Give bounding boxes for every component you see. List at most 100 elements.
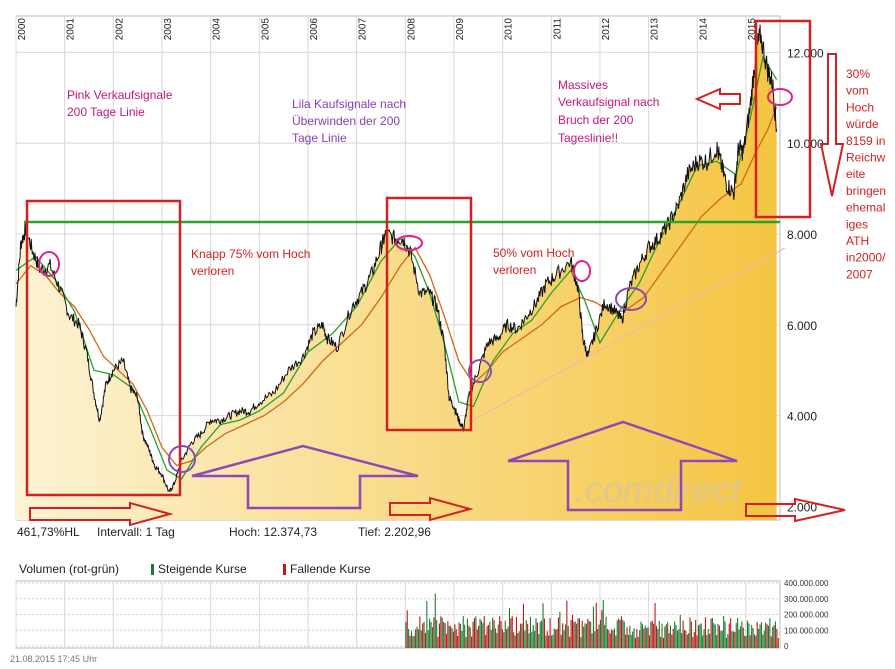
volume-bar	[455, 629, 457, 648]
volume-bar	[452, 631, 454, 648]
volume-bar	[443, 621, 445, 648]
volume-bar	[755, 635, 757, 648]
right-note-line: würde	[845, 117, 879, 131]
volume-bar	[478, 625, 480, 648]
volume-bar	[583, 626, 585, 648]
volume-bar	[542, 603, 544, 648]
volume-bar	[774, 621, 776, 648]
volume-bar	[500, 621, 502, 648]
volume-bar	[769, 618, 771, 648]
volume-bar	[685, 630, 687, 648]
volume-bar	[766, 624, 768, 648]
volume-bar	[728, 623, 730, 648]
volume-bar	[567, 625, 569, 648]
annotation-fifty-2: verloren	[493, 263, 536, 277]
volume-bar	[646, 628, 648, 648]
volume-bar	[639, 630, 641, 648]
volume-bar	[711, 618, 713, 648]
volume-tick-labels: 400.000.000 300.000.000 200.000.000 100.000…	[784, 579, 829, 651]
volume-bar	[626, 627, 628, 648]
volume-bar	[471, 636, 473, 648]
volume-bar	[556, 629, 558, 648]
volume-bar	[742, 627, 744, 648]
volume-bar	[569, 636, 571, 648]
annotation-lila-2: Überwinden der 200	[292, 114, 400, 128]
annotation-pink-1: Pink Verkaufsignale	[67, 88, 173, 102]
volume-bar	[424, 632, 426, 648]
annotation-massiv-1: Massives	[558, 78, 608, 92]
volume-bar	[753, 634, 755, 648]
volume-bar	[580, 637, 582, 648]
sell-signal-circle-2008	[395, 235, 423, 251]
volume-bar	[548, 635, 550, 648]
right-note-line: 2007	[846, 267, 873, 281]
right-note-line: ATH	[846, 234, 869, 248]
volume-bar	[648, 635, 650, 648]
volume-bar	[459, 623, 461, 648]
volume-bar	[716, 635, 718, 648]
volume-bar	[671, 634, 673, 648]
volume-bar	[695, 619, 697, 648]
volume-bar	[627, 634, 629, 648]
buy-signal-circle-2003	[168, 445, 196, 473]
volume-bar	[630, 635, 632, 648]
volume-bar	[616, 620, 618, 648]
volume-bar	[745, 636, 747, 648]
volume-bar	[606, 629, 608, 648]
volume-bar	[737, 618, 739, 648]
volume-bar	[408, 629, 410, 648]
volume-bar	[700, 623, 702, 648]
volume-bar	[571, 614, 573, 648]
volume-bar	[731, 631, 733, 648]
volume-bar	[692, 636, 694, 648]
volume-bar	[611, 629, 613, 648]
volume-bar	[457, 635, 459, 648]
volume-bar	[532, 624, 534, 648]
volume-bar	[678, 629, 680, 648]
volume-bar	[559, 611, 561, 648]
volume-tick-label: 200.000.000	[784, 611, 829, 620]
volume-bar	[564, 624, 566, 648]
x-tick-label: 2003	[163, 18, 174, 41]
annotation-pink-2: 200 Tage Linie	[67, 105, 145, 119]
volume-bar	[756, 622, 758, 648]
volume-bar	[723, 616, 725, 648]
volume-bar	[714, 624, 716, 648]
legend-up-swatch	[151, 564, 154, 575]
volume-bar	[682, 620, 684, 648]
volume-bar	[604, 624, 606, 648]
volume-bar	[591, 633, 593, 648]
volume-bar	[422, 623, 424, 648]
up-arrow-2004	[191, 444, 419, 510]
volume-bar	[632, 631, 634, 648]
volume-bar	[525, 620, 527, 648]
volume-bar	[601, 610, 603, 648]
volume-bar	[594, 631, 596, 648]
trend-line	[469, 247, 786, 423]
volume-bar	[501, 629, 503, 648]
volume-bar	[686, 634, 688, 648]
volume-bar	[762, 634, 764, 648]
volume-bar	[725, 638, 727, 648]
volume-bar	[496, 632, 498, 648]
volume-bar	[727, 634, 729, 648]
x-tick-labels: 2000 2001 2002 2003 2004 2005 2006 2007 2008 2009…	[17, 18, 758, 41]
volume-bar	[758, 628, 760, 648]
volume-bar	[667, 622, 669, 648]
volume-bar	[518, 631, 520, 648]
volume-bar	[464, 624, 466, 648]
volume-bar	[597, 629, 599, 648]
volume-bar	[412, 636, 414, 648]
annotation-right-note: 30% vom Hoch würde 8159 in Reichw eite bringen e…	[845, 67, 886, 281]
perf-label: 461,73%HL	[17, 525, 80, 539]
volume-bar	[577, 618, 579, 648]
right-note-line: Reichw	[846, 151, 886, 165]
volume-bar	[613, 628, 615, 648]
volume-bar	[566, 600, 568, 648]
volume-tick-label: 300.000.000	[784, 595, 829, 604]
annotation-massiv-4: Tageslinie!!	[558, 131, 618, 145]
volume-bar	[609, 633, 611, 648]
volume-bar	[487, 624, 489, 648]
volume-bar	[608, 630, 610, 648]
volume-bar	[550, 635, 552, 648]
